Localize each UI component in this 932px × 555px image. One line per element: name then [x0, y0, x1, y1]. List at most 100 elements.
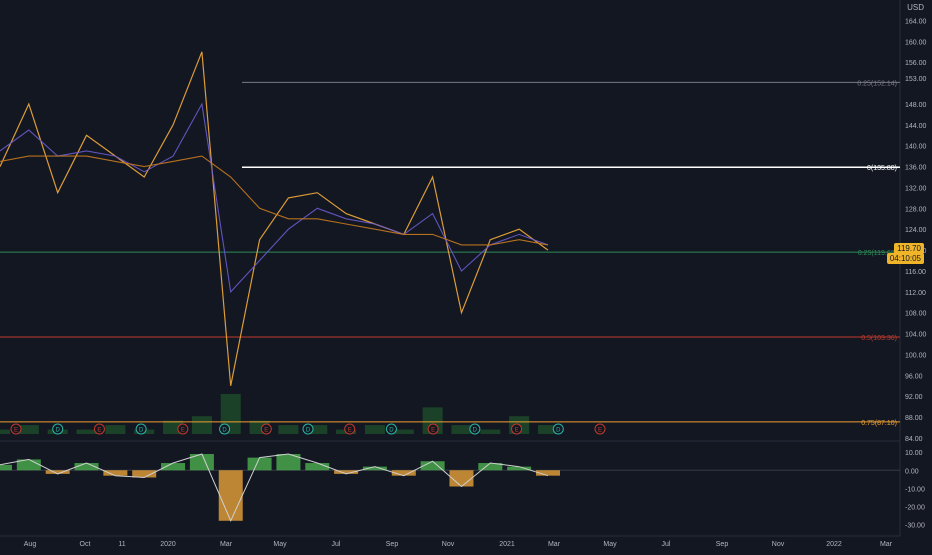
earnings-marker-label: E — [181, 428, 185, 434]
last-price-tag: 119.70 — [894, 243, 924, 254]
volume-bar — [364, 425, 385, 434]
volume-bar — [393, 429, 414, 434]
osc-tick-label: -10.00 — [905, 486, 925, 493]
earnings-marker-label: E — [515, 428, 519, 434]
earnings-marker[interactable] — [511, 423, 523, 435]
price-tick-label: 112.00 — [905, 290, 926, 297]
price-tick-label: 116.00 — [905, 269, 926, 276]
osc-bar — [103, 470, 128, 476]
price-tick-label: 140.00 — [905, 144, 927, 151]
osc-bar — [189, 454, 214, 471]
earnings-marker[interactable] — [427, 423, 439, 435]
time-tick-label: Mar — [548, 541, 561, 548]
osc-bar — [132, 470, 157, 478]
price-tick-label: 124.00 — [905, 227, 927, 234]
osc-bar — [391, 470, 416, 476]
axes: 164.00 160.00 156.00 153.00 148.00 144.00 140.… — [24, 18, 927, 548]
price-tick-label: 100.00 — [905, 352, 927, 359]
earnings-marker[interactable] — [93, 423, 105, 435]
earnings-marker-label: D — [473, 428, 478, 434]
time-tick-label: 2021 — [499, 541, 515, 548]
volume-bar — [538, 425, 558, 434]
price-tick-label: 128.00 — [905, 206, 927, 213]
time-tick-label: May — [603, 541, 617, 548]
earnings-marker[interactable] — [219, 423, 231, 435]
osc-bar — [247, 457, 272, 471]
volume-bar — [18, 425, 39, 434]
fib-label: 0.5(103.36) — [861, 335, 897, 342]
fib-label: 0.75(87.10) — [861, 420, 897, 427]
earnings-marker[interactable] — [52, 423, 64, 435]
volume-bar — [451, 425, 472, 434]
osc-line — [0, 453, 549, 523]
earnings-marker-label: E — [14, 428, 18, 434]
osc-tick-label: 10.00 — [905, 450, 923, 457]
earnings-marker[interactable] — [344, 423, 356, 435]
time-tick-label: Oct — [80, 541, 91, 548]
earnings-marker[interactable] — [260, 423, 272, 435]
time-tick-label: Nov — [442, 541, 455, 548]
time-tick-label: Nov — [772, 541, 785, 548]
price-tick-label: 88.00 — [905, 415, 923, 422]
osc-bar — [0, 464, 12, 471]
price-tick-label: 153.00 — [905, 76, 927, 83]
earnings-marker[interactable] — [177, 423, 189, 435]
time-tick-label: Sep — [386, 541, 399, 548]
time-tick-label: Mar — [880, 541, 893, 548]
osc-bar — [218, 470, 243, 521]
volume-bar — [0, 429, 10, 434]
currency-label: USD — [907, 3, 924, 12]
price-tick-label: 164.00 — [905, 18, 927, 25]
earnings-marker[interactable] — [385, 423, 397, 435]
earnings-marker[interactable] — [10, 423, 22, 435]
osc-bar — [334, 470, 359, 474]
volume-bar — [278, 425, 299, 434]
earnings-marker-label: D — [56, 428, 61, 434]
countdown-tag: 04:10:05 — [886, 253, 924, 264]
earnings-marker-label: E — [348, 428, 352, 434]
price-tick-label: 84.00 — [905, 436, 923, 443]
volume-bar — [307, 425, 328, 434]
osc-bar — [74, 463, 99, 471]
price-tick-label: 108.00 — [905, 311, 927, 318]
earnings-marker[interactable] — [135, 423, 147, 435]
earnings-marker[interactable] — [552, 423, 564, 435]
osc-bar — [536, 470, 560, 476]
time-tick-label: Mar — [220, 541, 233, 548]
osc-tick-label: -20.00 — [905, 504, 925, 511]
osc-bar — [362, 466, 387, 471]
osc-bar — [45, 470, 70, 474]
price-series — [0, 51, 549, 386]
osc-tick-label: -30.00 — [905, 522, 925, 529]
time-tick-label: May — [273, 541, 287, 548]
earnings-marker[interactable] — [469, 423, 481, 435]
price-tick-label: 96.00 — [905, 373, 923, 380]
fib-levels[interactable]: 0.25(152.14) 0(135.88) 0.25(119.62) 0.5(103… — [0, 80, 900, 427]
earnings-marker-label: D — [389, 428, 394, 434]
earnings-marker[interactable] — [594, 423, 606, 435]
price-tick-label: 104.00 — [905, 332, 927, 339]
time-tick-label: Aug — [24, 541, 37, 548]
price-tick-label: 132.00 — [905, 185, 927, 192]
time-tick-label: 2022 — [826, 541, 842, 548]
price-line — [0, 51, 549, 386]
ma-fast-line — [0, 102, 549, 294]
volume-bar — [191, 416, 212, 434]
osc-bar — [305, 463, 330, 471]
osc-tick-label: 0.00 — [905, 468, 919, 475]
earnings-marker[interactable] — [302, 423, 314, 435]
earnings-marker-label: D — [139, 428, 144, 434]
earnings-marker-label: D — [556, 428, 561, 434]
earnings-marker-label: D — [222, 428, 227, 434]
osc-bar — [449, 470, 474, 487]
price-tick-label: 148.00 — [905, 102, 927, 109]
earnings-marker-label: E — [598, 428, 602, 434]
fib-label: 0(135.88) — [867, 165, 897, 172]
earnings-marker-label: E — [264, 428, 268, 434]
time-tick-label: 11 — [118, 541, 125, 548]
